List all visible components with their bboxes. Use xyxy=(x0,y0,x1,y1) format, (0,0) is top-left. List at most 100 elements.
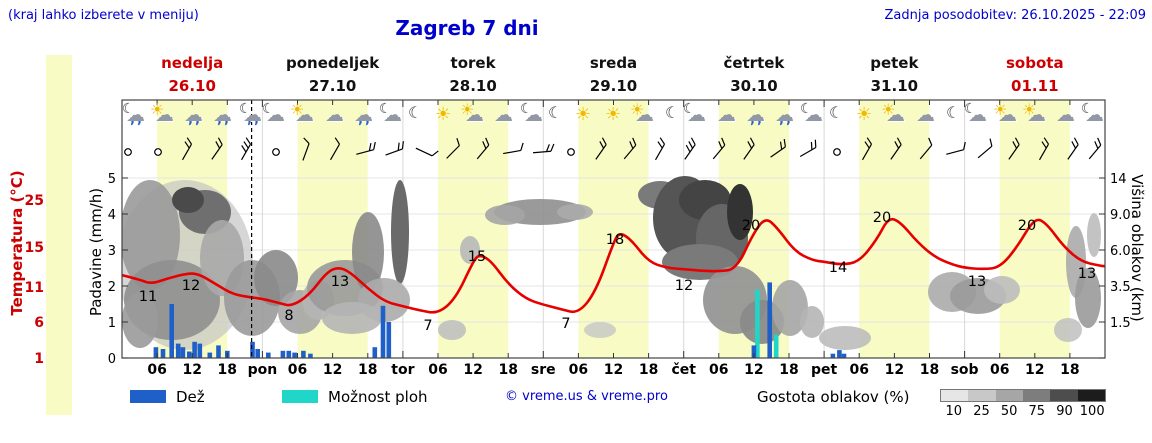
day-date: 26.10 xyxy=(168,77,216,96)
cloud-blob xyxy=(172,187,204,213)
day-name: nedelja xyxy=(161,54,224,72)
temperature-value-label: 8 xyxy=(284,308,293,324)
cloud-blob xyxy=(727,184,753,240)
hour-label: 12 xyxy=(604,362,623,378)
wind-barb-icon xyxy=(211,137,223,160)
hour-label: 06 xyxy=(288,362,307,378)
hour-label: 18 xyxy=(358,362,377,378)
cloud-blob xyxy=(1075,268,1101,328)
wind-barb-icon xyxy=(712,137,726,160)
temperature-value-label: 18 xyxy=(606,232,624,248)
rain-bar xyxy=(308,353,313,358)
wind-barb-icon xyxy=(1088,137,1102,160)
wind-barb-icon xyxy=(329,137,341,161)
day-abbr-label: tor xyxy=(391,362,414,378)
day-name: četrtek xyxy=(723,54,785,72)
rain-bar xyxy=(197,343,203,358)
hour-label: 18 xyxy=(218,362,237,378)
density-tick-label: 10 xyxy=(945,404,963,419)
rain-bar xyxy=(286,350,292,358)
cloud-blob xyxy=(800,306,824,338)
temperature-value-label: 7 xyxy=(561,316,570,332)
hour-label: 12 xyxy=(744,362,763,378)
hour-label: 12 xyxy=(323,362,342,378)
cloud-tick: 3.5 xyxy=(1110,280,1131,295)
day-date: 30.10 xyxy=(730,77,778,96)
rain-bar xyxy=(386,322,392,358)
cloud-tick: 1.5 xyxy=(1110,316,1131,331)
hour-label: 18 xyxy=(1060,362,1079,378)
precip-tick: 3 xyxy=(108,244,116,259)
day-date: 01.11 xyxy=(1011,77,1059,96)
density-tick-label: 50 xyxy=(1000,404,1018,419)
hour-label: 06 xyxy=(709,362,728,378)
axis-ticks xyxy=(122,100,1105,359)
temperature-tick: 6 xyxy=(34,315,44,331)
temperature-value-label: 13 xyxy=(1078,266,1096,282)
temperature-value-label: 14 xyxy=(829,260,847,276)
temperature-value-label: 13 xyxy=(968,274,986,290)
rain-bar xyxy=(301,350,306,358)
rain-bar xyxy=(280,350,286,358)
day-abbr-label: sre xyxy=(531,362,556,378)
calm-wind-icon xyxy=(567,148,575,156)
wind-barb-icon xyxy=(446,138,460,159)
density-gradient-segment xyxy=(995,390,1023,401)
hour-label: 12 xyxy=(182,362,201,378)
density-gradient-segment xyxy=(1077,390,1105,401)
cloud-tick: 6.0 xyxy=(1110,244,1131,259)
precip-tick: 0 xyxy=(108,352,116,367)
day-date: 28.10 xyxy=(449,77,497,96)
temperature-value-label: 12 xyxy=(675,278,693,294)
cloud-density-gradient xyxy=(940,389,1106,402)
rain-bar xyxy=(153,347,159,358)
cloud-density-legend-label: Gostota oblakov (%) xyxy=(757,388,910,406)
temperature-value-label: 11 xyxy=(139,289,157,305)
hour-label: 18 xyxy=(639,362,658,378)
temperature-tick: 25 xyxy=(25,193,44,209)
hour-label: 06 xyxy=(849,362,868,378)
temperature-tick-labels: 25 15 11 6 1 xyxy=(25,193,44,367)
day-header: petek 31.10 xyxy=(870,52,918,99)
rain-bar xyxy=(751,345,757,358)
wind-barb-icon xyxy=(356,141,376,155)
rain-legend-swatch xyxy=(130,390,166,403)
calm-wind-icon xyxy=(272,148,280,156)
day-header: ponedeljek 27.10 xyxy=(286,52,379,99)
wind-barbs xyxy=(124,137,1102,161)
rain-bar xyxy=(216,345,221,358)
temperature-value-label: 20 xyxy=(1018,218,1036,234)
cloud-blob xyxy=(438,320,466,340)
cloud-blob xyxy=(485,205,525,225)
wind-barb-icon xyxy=(415,147,439,157)
time-axis-labels: 06 12 18 06 12 18 pon 06 12 18 tor 06 12 18 sre 06 12 18 č… xyxy=(147,362,1079,378)
wind-barb-icon xyxy=(684,137,696,160)
wind-barb-icon xyxy=(1038,137,1050,161)
wind-barb-icon xyxy=(595,137,607,160)
rain-bar xyxy=(207,352,213,358)
temperature-value-label: 13 xyxy=(331,274,349,290)
cloud-tick: 14 xyxy=(1110,172,1127,187)
wind-barb-icon xyxy=(503,142,524,155)
temperature-axis-strip xyxy=(46,55,72,415)
rain-bar xyxy=(841,353,847,358)
temperature-value-label: 15 xyxy=(468,249,486,265)
density-gradient-segment xyxy=(1050,390,1078,401)
wind-barb-icon xyxy=(1008,137,1020,160)
hour-label: 18 xyxy=(498,362,517,378)
day-date: 27.10 xyxy=(308,77,357,96)
credit-link[interactable]: © vreme.us & vreme.pro xyxy=(505,389,668,404)
day-name: petek xyxy=(870,54,919,72)
calm-wind-icon xyxy=(124,148,132,156)
rain-bar xyxy=(250,341,255,358)
hour-label: 06 xyxy=(990,362,1009,378)
wind-barb-icon xyxy=(302,137,310,161)
rain-bar xyxy=(830,353,836,358)
last-updated: Zadnja posodobitev: 26.10.2025 - 22:09 xyxy=(884,8,1146,23)
wind-barb-icon xyxy=(240,137,252,161)
density-tick-label: 75 xyxy=(1028,404,1046,419)
rain-bar xyxy=(180,347,186,358)
cloud-blob xyxy=(391,180,409,284)
wind-barb-icon xyxy=(770,139,786,158)
